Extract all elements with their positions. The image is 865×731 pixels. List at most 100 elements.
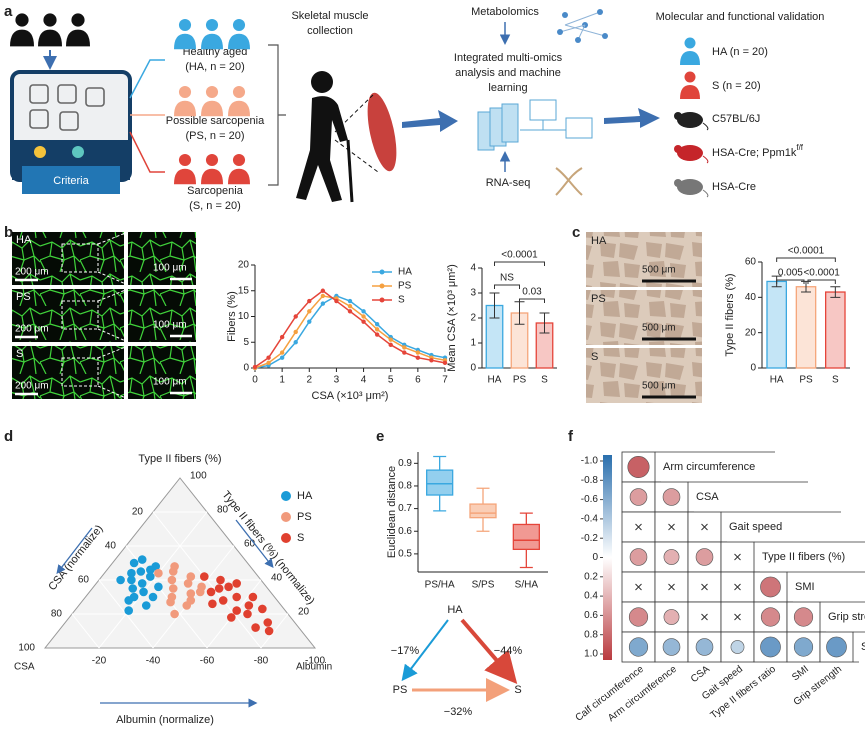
data-point — [218, 596, 228, 605]
data-point — [251, 623, 260, 632]
legend-marker — [379, 269, 385, 275]
y-tick-label: 15 — [238, 285, 250, 296]
group-code: (PS, n = 20) — [185, 130, 244, 142]
colorbar-label: 0.4 — [584, 591, 598, 602]
mouse-icon — [677, 145, 703, 161]
correlation-circle — [663, 609, 680, 625]
data-point — [263, 618, 273, 627]
cell — [654, 571, 689, 603]
legend-marker — [281, 512, 291, 522]
big-arrow — [402, 110, 458, 132]
data-point — [347, 298, 353, 304]
tick-label: 40 — [105, 541, 117, 552]
patient-figure — [311, 71, 333, 93]
axis-title: Type II fibers (%) — [138, 453, 221, 465]
error-bar — [830, 286, 841, 298]
zoom-box — [61, 357, 99, 387]
person-icon — [201, 33, 223, 50]
y-tick-label: 0 — [470, 363, 476, 374]
legend-label: PS — [398, 281, 412, 292]
axis-arrow — [235, 519, 274, 569]
diagram-edge — [460, 618, 518, 685]
data-point — [214, 584, 224, 593]
data-point — [307, 319, 312, 324]
correlation-circle — [760, 636, 781, 658]
edge-label: −44% — [494, 645, 523, 657]
correlation-circle — [760, 576, 781, 598]
network-edge — [564, 11, 601, 26]
x-axis-label: CSA (×10³ μm²) — [312, 390, 389, 402]
colorbar-label: 0 — [592, 552, 598, 563]
cell — [786, 631, 821, 663]
person-icon — [228, 100, 250, 117]
scale-label: 200 μm — [15, 324, 49, 335]
muscle — [367, 92, 397, 172]
person-icon — [174, 168, 196, 185]
data-point — [388, 337, 393, 342]
x-tick-label: PS — [799, 375, 813, 386]
zoom-box — [61, 300, 99, 330]
image-label: S — [591, 351, 598, 363]
data-point — [429, 358, 434, 363]
nonsignificant-mark — [734, 613, 741, 621]
indicator — [34, 146, 46, 158]
dna-icon — [555, 167, 583, 196]
mouse-icon — [677, 179, 703, 195]
scale-label: 200 μm — [15, 267, 49, 278]
diagram-node: S — [514, 684, 521, 696]
metabolomics-label: Metabolomics — [471, 6, 539, 18]
bar — [795, 286, 817, 369]
data-point — [347, 309, 353, 314]
grid-line — [98, 511, 208, 649]
row-label: Grip strength — [828, 611, 865, 623]
micrograph — [586, 232, 702, 287]
data-point — [168, 584, 178, 593]
row-label: Stage — [861, 641, 865, 653]
data-point — [154, 568, 163, 578]
person-icon — [71, 13, 85, 27]
x-tick-label: S/PS — [472, 580, 495, 591]
x-tick-label: 6 — [415, 375, 421, 386]
nonsignificant-mark — [701, 613, 708, 621]
box — [426, 469, 454, 496]
validation-item: HSA-Cre — [712, 181, 756, 193]
image-label: S — [16, 348, 23, 360]
nonsignificant-mark — [734, 553, 741, 561]
bar — [825, 291, 846, 369]
panel-label: a — [4, 3, 13, 20]
data-point — [183, 579, 193, 588]
legend-marker — [281, 491, 291, 501]
error-bar — [801, 280, 811, 293]
data-point — [170, 609, 179, 619]
data-point — [293, 329, 298, 335]
row-frame — [853, 631, 865, 663]
x-tick-label: 2 — [307, 375, 313, 386]
data-point — [415, 355, 421, 360]
data-point — [137, 579, 147, 588]
tick-label: -40 — [146, 656, 161, 667]
monitor-icon — [529, 99, 557, 121]
data-point — [293, 314, 298, 319]
image-label: PS — [591, 293, 606, 305]
person-icon — [15, 13, 29, 27]
data-point — [206, 587, 216, 597]
grid-line — [125, 545, 208, 649]
significance-label: <0.0001 — [501, 250, 538, 261]
scale-label: 100 μm — [153, 377, 187, 388]
tick-label: 100 — [18, 643, 35, 654]
connector — [129, 59, 165, 99]
row-label: SMI — [795, 581, 815, 593]
correlation-circle — [628, 607, 649, 627]
data-point — [334, 298, 339, 304]
mouse-tail — [702, 189, 709, 198]
y-tick-label: 0 — [750, 363, 756, 374]
bar — [766, 280, 787, 369]
x-tick-label: 7 — [442, 375, 448, 386]
legend-label: PS — [297, 511, 312, 523]
y-tick-label: 0.7 — [398, 503, 412, 514]
criteria-icon — [57, 84, 77, 104]
data-point — [279, 355, 285, 360]
person-icon — [174, 33, 196, 50]
scale-label: 500 μm — [642, 381, 676, 392]
